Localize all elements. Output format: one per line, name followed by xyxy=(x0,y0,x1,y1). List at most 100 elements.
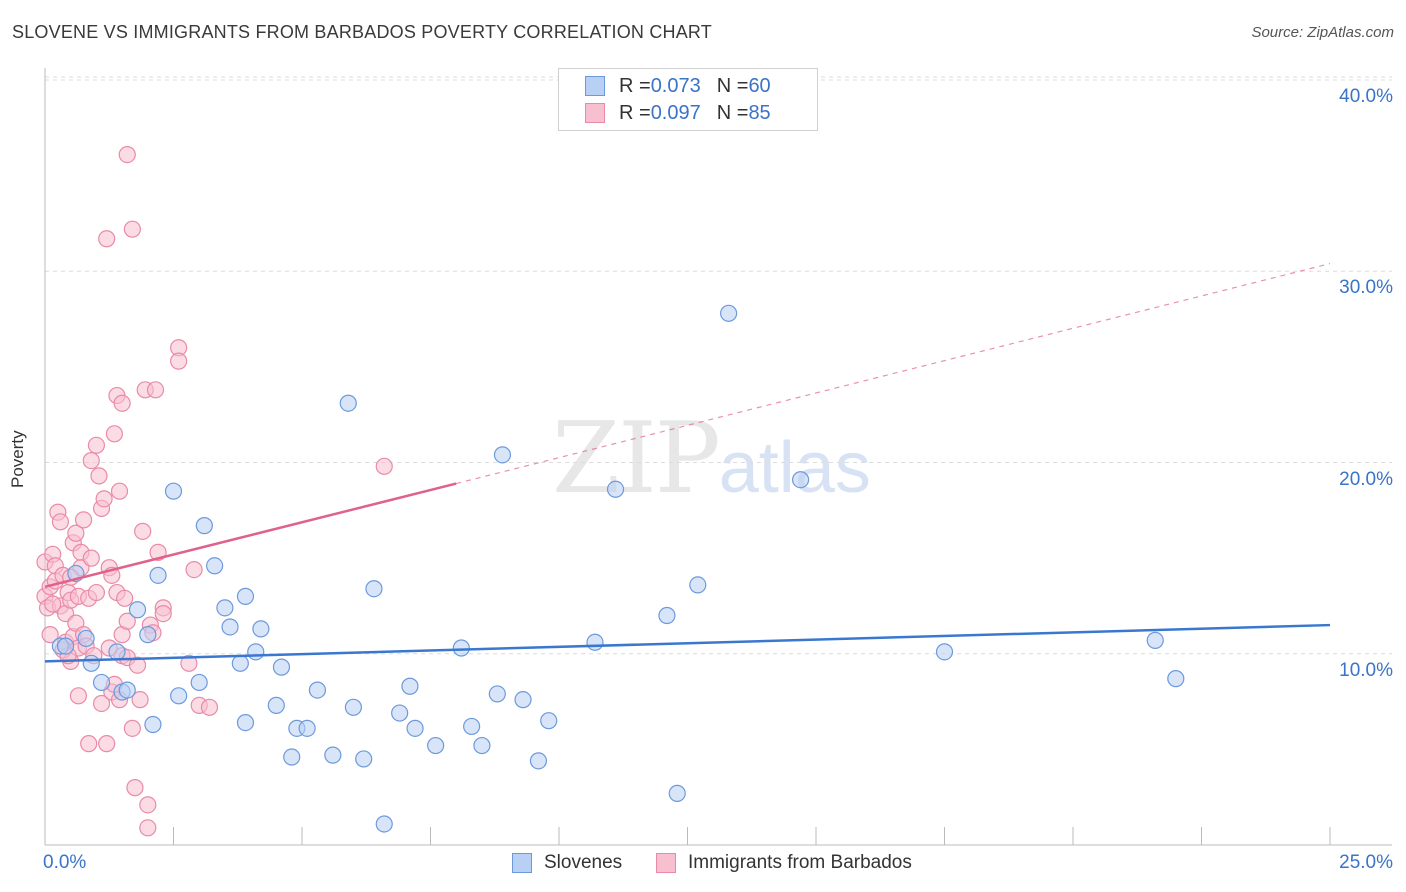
slovenes-point xyxy=(514,691,532,709)
legend-r-value: 0.073 xyxy=(650,74,701,97)
slovenes-point xyxy=(283,748,301,766)
legend-swatch-barbados xyxy=(656,853,676,873)
slovenes-point xyxy=(344,698,362,716)
slovenes-point xyxy=(720,304,738,322)
slovenes-point xyxy=(1146,631,1164,649)
slovenes-point xyxy=(586,633,604,651)
barbados-point xyxy=(113,394,131,412)
slovenes-point xyxy=(108,643,126,661)
barbados-point xyxy=(118,145,136,164)
barbados-trend-line xyxy=(44,482,457,589)
slovenes-point xyxy=(935,643,954,661)
slovenes-point xyxy=(493,446,512,464)
watermark: ZIPatlas xyxy=(552,402,871,516)
slovenes-point xyxy=(128,601,147,619)
legend-n-label: N = xyxy=(716,101,749,124)
x-tick-label-max: 25.0% xyxy=(1339,852,1393,873)
slovenes-point xyxy=(216,599,234,617)
legend-n-value: 85 xyxy=(748,101,771,124)
watermark-atlas: atlas xyxy=(718,428,871,508)
slovenes-point xyxy=(56,637,75,655)
legend-swatch-slovenes xyxy=(512,853,532,873)
slovenes-point xyxy=(339,394,357,412)
barbados-trend-line-extension xyxy=(456,263,1331,485)
barbados-point xyxy=(74,511,93,529)
barbados-point xyxy=(110,482,129,500)
slovenes-point xyxy=(206,557,224,575)
slovenes-point xyxy=(118,681,136,699)
slovenes-point xyxy=(164,482,183,500)
slovenes-point xyxy=(606,480,625,498)
slovenes-point xyxy=(272,658,291,676)
barbados-point xyxy=(90,467,108,485)
barbados-point xyxy=(95,490,113,508)
barbados-point xyxy=(146,381,165,399)
slovenes-point xyxy=(247,643,265,661)
slovenes-point xyxy=(236,587,255,605)
chart-title: SLOVENE VS IMMIGRANTS FROM BARBADOS POVE… xyxy=(12,22,712,42)
slovenes-point xyxy=(139,626,157,644)
legend-row-barbados: R = 0.097 N = 85 xyxy=(585,101,771,125)
barbados-point xyxy=(123,220,141,238)
slovenes-point xyxy=(77,629,95,648)
legend-label-barbados: Immigrants from Barbados xyxy=(688,852,912,873)
barbados-point xyxy=(185,560,203,579)
barbados-point xyxy=(98,735,116,753)
barbados-point xyxy=(139,796,157,814)
slovenes-point xyxy=(427,736,445,755)
slovenes-point xyxy=(668,784,686,802)
barbados-point xyxy=(87,583,106,602)
slovenes-point xyxy=(463,717,481,736)
slovenes-point xyxy=(236,713,255,732)
barbados-point xyxy=(80,735,98,753)
barbados-point xyxy=(116,589,134,607)
barbados-point xyxy=(82,549,100,567)
slovenes-point xyxy=(473,736,491,755)
slovenes-point xyxy=(406,719,424,737)
legend-swatch-barbados xyxy=(585,103,605,123)
legend-label-slovenes: Slovenes xyxy=(544,852,623,873)
slovenes-point xyxy=(658,606,676,625)
barbados-point xyxy=(92,694,111,713)
slovenes-point xyxy=(452,639,470,657)
slovenes-point xyxy=(170,687,188,705)
barbados-point xyxy=(51,513,70,531)
barbados-point xyxy=(87,436,106,454)
correlation-legend: R = 0.073 N = 60 R = 0.097 N = 85 xyxy=(558,68,818,131)
slovenes-point xyxy=(391,704,409,722)
barbados-point xyxy=(123,719,141,737)
slovenes-point xyxy=(540,712,558,730)
barbados-point xyxy=(98,230,116,248)
barbados-point xyxy=(131,691,149,709)
legend-r-label: R = xyxy=(619,101,651,124)
barbados-point xyxy=(82,451,100,470)
legend-n-value: 60 xyxy=(748,74,771,97)
slovenes-point xyxy=(791,471,810,489)
barbados-point xyxy=(118,612,136,630)
slovenes-point xyxy=(365,580,383,598)
barbados-point xyxy=(126,779,144,797)
legend-n-label: N = xyxy=(716,74,749,97)
slovenes-point xyxy=(267,696,285,714)
slovenes-point xyxy=(92,673,111,692)
barbados-point xyxy=(200,698,219,716)
slovenes-point xyxy=(252,620,270,638)
slovenes-point xyxy=(324,746,342,764)
slovenes-point xyxy=(231,654,249,672)
slovenes-point xyxy=(195,517,213,535)
barbados-point xyxy=(105,425,123,443)
barbados-point xyxy=(139,819,157,837)
barbados-point xyxy=(170,352,188,370)
legend-swatch-slovenes xyxy=(585,76,605,96)
y-tick-label-10: 10.0% xyxy=(1339,660,1393,681)
y-tick-label-40: 40.0% xyxy=(1339,86,1393,107)
slovenes-point xyxy=(355,750,373,768)
slovenes-point xyxy=(375,815,393,833)
legend-row-slovenes: R = 0.073 N = 60 xyxy=(585,74,771,98)
slovenes-point xyxy=(401,677,419,695)
slovenes-point xyxy=(298,719,316,737)
slovenes-point xyxy=(1167,670,1185,688)
barbados-point xyxy=(67,524,85,542)
slovenes-point xyxy=(144,715,162,734)
